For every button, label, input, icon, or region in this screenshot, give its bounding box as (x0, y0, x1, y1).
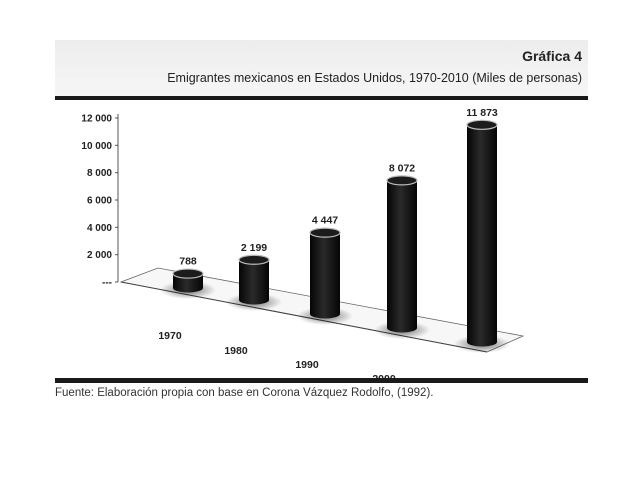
bar-body (310, 232, 340, 319)
figure-label: Gráfica 4 (522, 48, 582, 64)
y-tick-label: 10 000 (81, 141, 112, 152)
bar-top (466, 119, 498, 130)
x-tick-label: 1970 (158, 330, 182, 342)
bar-body (467, 124, 497, 347)
data-label: 788 (179, 256, 197, 268)
source-note: Fuente: Elaboración propia con base en C… (55, 387, 434, 399)
bars: 788 2 199 4 447 8 072 11 873 (160, 107, 510, 353)
chart-figure: Gráfica 4 Emigrantes mexicanos en Estado… (55, 40, 588, 395)
bar-top (172, 268, 204, 279)
y-axis: --- 2 000 4 000 6 000 8 000 10 000 12 000 (81, 114, 119, 289)
data-label: 2 199 (241, 242, 267, 254)
y-tick-label: 6 000 (87, 196, 112, 207)
bar-top (238, 254, 270, 265)
chart-title: Emigrantes mexicanos en Estados Unidos, … (167, 71, 582, 85)
bar-2010: 11 873 (454, 107, 510, 353)
x-axis: 19701980199020002010 (158, 330, 396, 378)
bar-1970: 788 (160, 256, 216, 299)
data-label: 11 873 (466, 107, 498, 119)
x-tick-label: 1980 (224, 345, 248, 357)
data-label: 8 072 (389, 162, 415, 174)
footer-rule (55, 378, 588, 383)
data-label: 4 447 (312, 215, 338, 227)
bar-2000: 8 072 (374, 162, 430, 339)
y-tick-label: --- (102, 278, 112, 289)
y-tick-label: 2 000 (87, 250, 112, 261)
bar-1990: 4 447 (297, 215, 353, 325)
bar-top (309, 227, 341, 238)
bar-body (239, 259, 269, 305)
y-tick-label: 8 000 (87, 168, 112, 179)
bar-body (387, 180, 417, 333)
bar-body (173, 273, 203, 293)
bar-1980: 2 199 (226, 242, 282, 311)
bar-chart: --- 2 000 4 000 6 000 8 000 10 000 12 000 788 2… (81, 107, 525, 378)
bar-top (386, 175, 418, 186)
x-tick-label: 1990 (295, 359, 319, 371)
y-tick-label: 4 000 (87, 223, 112, 234)
chart-header: Gráfica 4 Emigrantes mexicanos en Estado… (55, 40, 588, 96)
header-rule (55, 96, 588, 100)
y-tick-label: 12 000 (81, 114, 112, 125)
